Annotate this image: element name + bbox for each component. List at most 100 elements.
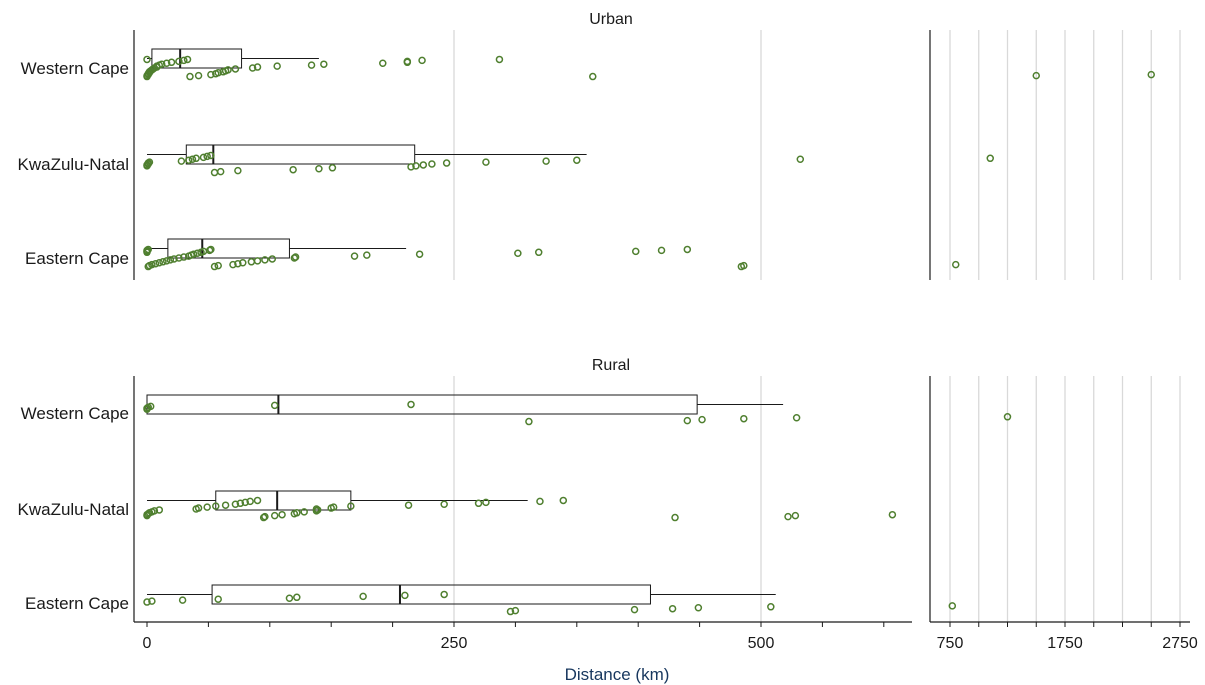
data-point (183, 55, 192, 64)
data-point (293, 509, 301, 517)
data-point (514, 249, 522, 257)
data-point (143, 55, 151, 64)
data-point (291, 253, 300, 261)
data-point (948, 602, 957, 610)
data-point (148, 260, 156, 269)
data-point (419, 161, 428, 169)
data-point (315, 165, 323, 173)
data-point (328, 164, 337, 172)
data-point (239, 259, 247, 267)
data-point (261, 256, 269, 264)
data-point (412, 162, 420, 170)
data-point (207, 245, 215, 254)
data-point (320, 60, 328, 68)
category-label: Eastern Cape (25, 249, 129, 268)
data-point (248, 64, 257, 72)
data-point (1003, 413, 1012, 421)
category-label: Western Cape (21, 404, 129, 423)
data-point (157, 60, 166, 68)
data-point (192, 154, 200, 163)
data-point (589, 72, 597, 81)
data-point (214, 69, 222, 77)
data-point (151, 259, 160, 268)
data-point (155, 259, 164, 267)
data-point (216, 167, 225, 176)
data-point (150, 507, 159, 515)
box (167, 238, 290, 259)
data-point (177, 157, 186, 165)
panel-title-rural: Rural (592, 357, 630, 374)
data-point (359, 592, 367, 601)
data-point (506, 607, 515, 616)
data-point (166, 256, 175, 264)
data-point (270, 401, 279, 410)
x-tick-label: 750 (937, 635, 964, 652)
data-point (212, 502, 220, 510)
data-point (203, 152, 211, 161)
data-point (162, 257, 171, 265)
data-point (407, 400, 415, 409)
data-point (482, 498, 490, 507)
data-point (312, 505, 321, 513)
data-point (273, 62, 281, 70)
data-point (428, 160, 436, 168)
category-label: Eastern Cape (25, 594, 129, 613)
data-point (236, 499, 245, 508)
data-point (415, 250, 424, 258)
box (151, 48, 243, 69)
x-tick-label: 500 (748, 635, 775, 652)
data-point (253, 63, 262, 71)
data-point (796, 155, 805, 163)
data-point (185, 156, 193, 164)
data-point (210, 262, 219, 271)
data-point (199, 153, 208, 162)
data-point (207, 151, 215, 160)
category-label: KwaZulu-Natal (18, 155, 130, 174)
data-point (293, 593, 301, 602)
data-point (180, 253, 188, 261)
data-point (186, 72, 194, 81)
data-point (175, 254, 183, 262)
data-point (207, 70, 215, 79)
data-point (203, 503, 211, 511)
data-point (241, 498, 249, 507)
data-point (167, 58, 176, 67)
data-point (952, 260, 960, 269)
data-point (159, 258, 167, 266)
data-point (307, 61, 316, 69)
data-point (285, 594, 294, 602)
data-point (180, 56, 188, 65)
data-point (442, 159, 451, 167)
data-point (525, 417, 533, 426)
data-point (401, 591, 409, 600)
data-point (694, 604, 703, 612)
data-point (231, 500, 240, 508)
data-point (683, 416, 692, 425)
data-point (268, 255, 277, 263)
data-point (155, 506, 164, 514)
data-point (511, 606, 520, 615)
data-point (440, 500, 448, 508)
data-point (170, 255, 178, 263)
data-point (784, 512, 792, 521)
box (185, 144, 416, 165)
x-tick-label: 250 (441, 635, 468, 652)
data-point (347, 502, 355, 510)
data-point (440, 590, 448, 599)
x-axis-title: Distance (km) (565, 665, 670, 684)
data-point (407, 163, 415, 171)
data-point (221, 501, 230, 509)
data-point (253, 257, 262, 265)
data-point (162, 59, 171, 67)
box (211, 584, 651, 605)
data-point (559, 496, 568, 505)
category-label: KwaZulu-Natal (18, 500, 130, 519)
x-tick-label: 0 (143, 635, 152, 652)
panel-title-urban: Urban (589, 11, 633, 28)
data-point (178, 596, 187, 604)
data-point (247, 258, 256, 266)
data-point (144, 245, 152, 254)
data-point (631, 247, 640, 256)
data-point (194, 71, 203, 80)
